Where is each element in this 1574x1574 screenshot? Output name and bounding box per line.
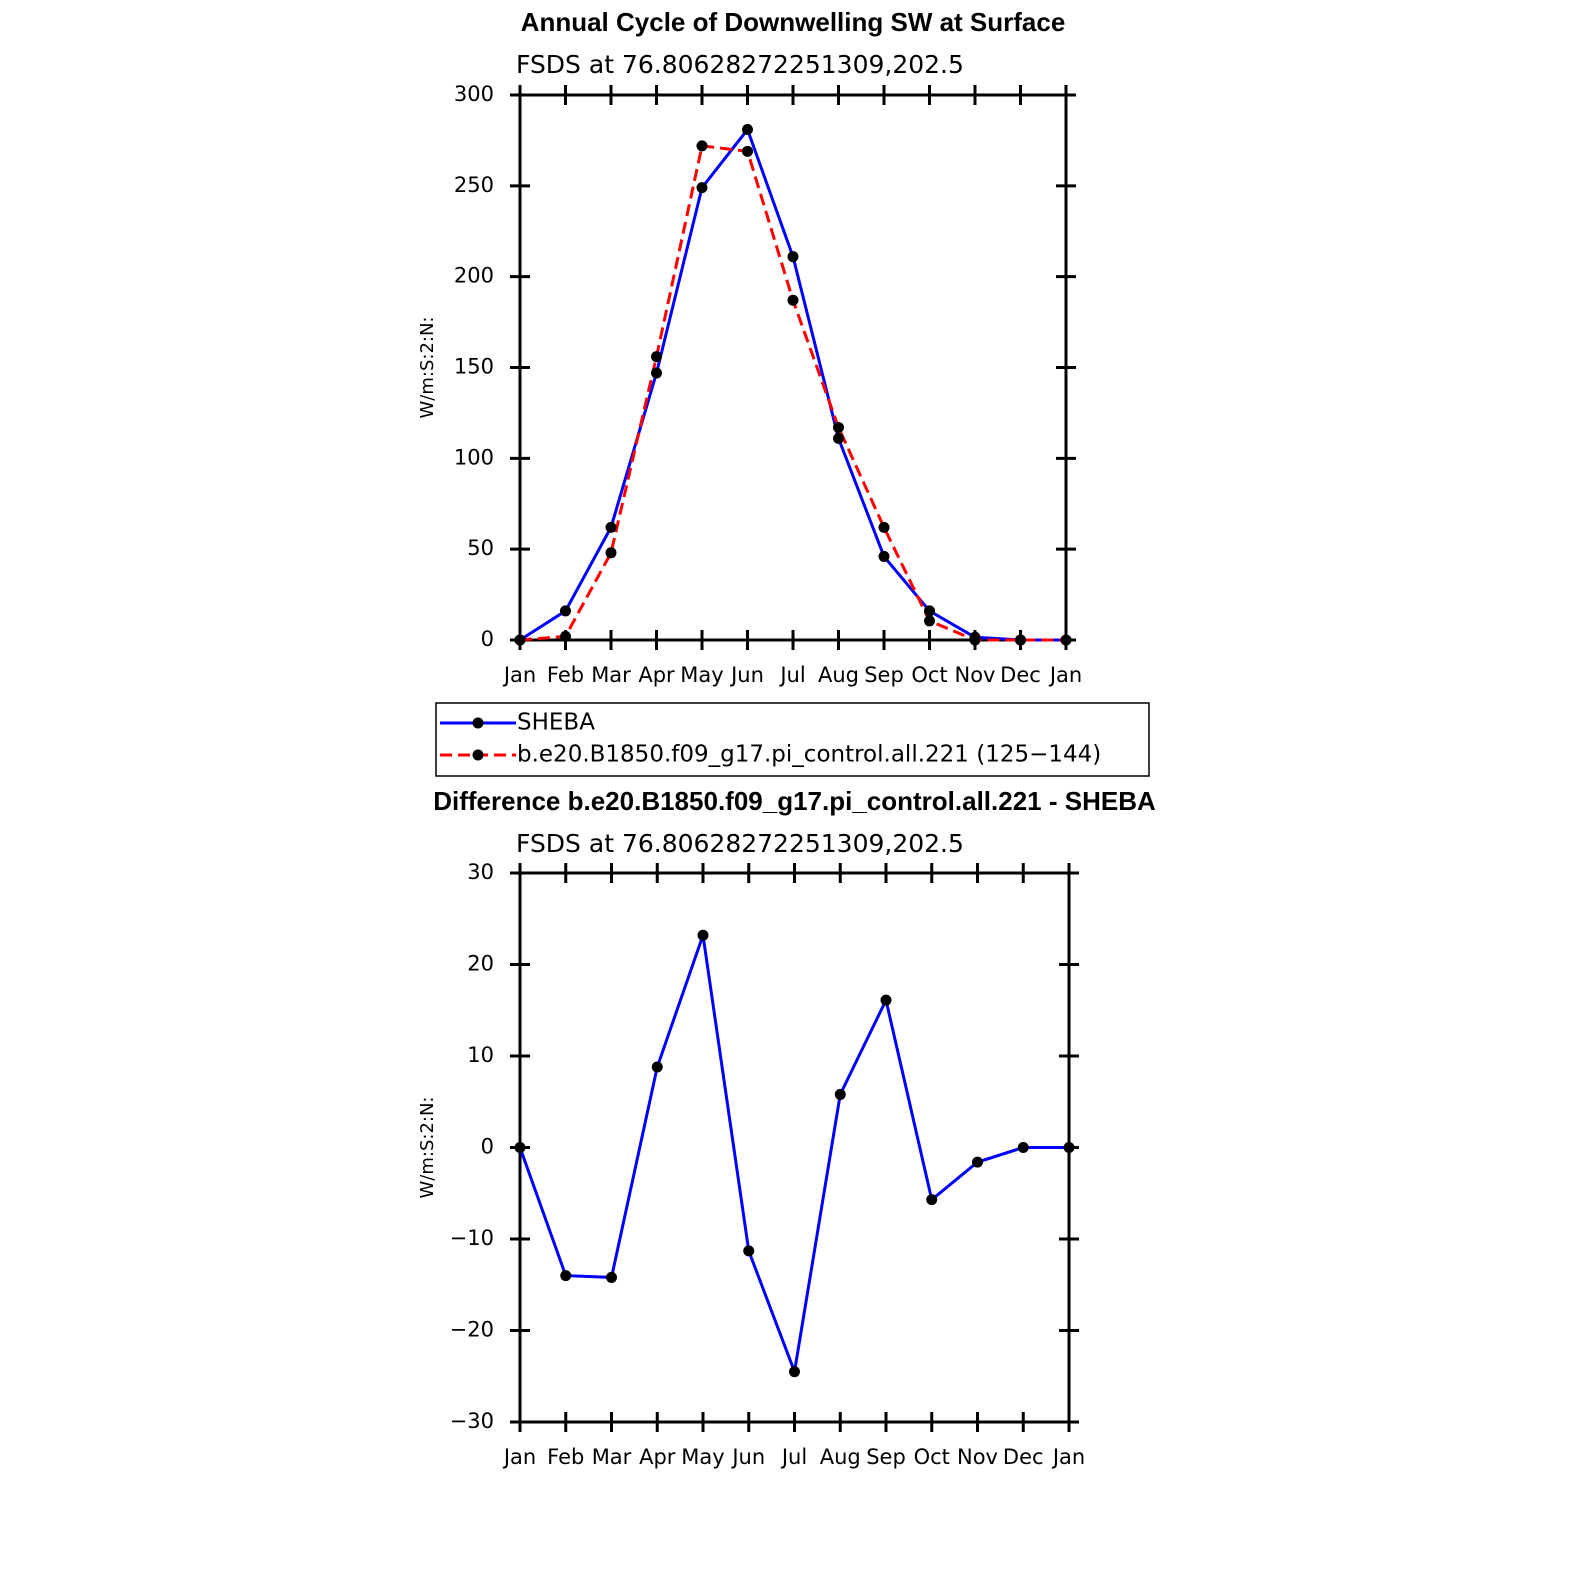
- y-tick-label: 200: [454, 264, 494, 288]
- y-tick-label: 100: [454, 445, 494, 469]
- y-tick-label: 250: [454, 173, 494, 197]
- x-tick-label: Oct: [911, 663, 947, 687]
- y-axis-label: W/m:S:2:N:: [417, 1097, 438, 1199]
- x-tick-label: Mar: [591, 663, 631, 687]
- data-point: [560, 1270, 572, 1282]
- data-point: [972, 1156, 983, 1168]
- x-tick-label: Sep: [864, 663, 904, 687]
- data-point: [742, 124, 753, 136]
- x-tick-label: May: [680, 663, 723, 687]
- plot-frame: [518, 871, 1071, 1424]
- chart-title: Difference b.e20.B1850.f09_g17.pi_contro…: [433, 786, 1156, 816]
- data-point: [924, 605, 935, 617]
- x-tick-label: Nov: [955, 663, 996, 687]
- x-tick-label: Dec: [1000, 663, 1041, 687]
- x-tick-label: Jan: [502, 1445, 536, 1469]
- y-tick-label: 300: [454, 82, 494, 106]
- legend-box: [435, 702, 1150, 777]
- data-point: [1017, 1142, 1029, 1153]
- series-line: [518, 934, 1069, 1378]
- legend-marker: [472, 749, 484, 761]
- data-point: [743, 1245, 755, 1257]
- data-point: [969, 634, 981, 646]
- data-point: [878, 550, 890, 562]
- y-tick-label: 0: [481, 627, 494, 651]
- data-point: [1063, 1142, 1075, 1153]
- legend-marker: [472, 717, 484, 729]
- x-tick-label: Apr: [639, 1445, 676, 1469]
- x-tick-label: Jul: [778, 663, 805, 687]
- data-point: [787, 294, 799, 306]
- x-tick-label: May: [681, 1445, 724, 1469]
- chart-subtitle: FSDS at 76.80628272251309,202.5: [516, 50, 964, 79]
- data-point: [514, 1142, 526, 1153]
- legend-label: SHEBA: [517, 710, 595, 736]
- x-tick-label: Feb: [547, 1445, 584, 1469]
- chart-subtitle: FSDS at 76.80628272251309,202.5: [516, 829, 964, 858]
- y-tick-label: 10: [467, 1043, 494, 1067]
- data-point: [560, 605, 571, 617]
- data-point: [696, 182, 708, 194]
- y-axis-label: W/m:S:2:N:: [417, 317, 438, 419]
- x-tick-label: Jan: [1051, 1445, 1085, 1469]
- y-tick-label: 30: [467, 860, 494, 884]
- y-tick-label: −30: [450, 1409, 494, 1433]
- data-point: [651, 1061, 663, 1073]
- y-tick-label: −20: [450, 1318, 494, 1342]
- y-tick-label: 20: [467, 952, 494, 976]
- y-tick-label: 150: [454, 355, 494, 379]
- data-point: [696, 140, 708, 152]
- y-tick-label: 0: [481, 1135, 494, 1159]
- x-tick-label: Dec: [1003, 1445, 1044, 1469]
- series-line: [519, 144, 1066, 642]
- data-point: [651, 367, 662, 379]
- data-point: [606, 1271, 617, 1283]
- plot-frame: [518, 93, 1068, 642]
- data-point: [787, 251, 799, 263]
- data-point: [789, 1366, 800, 1378]
- data-point: [605, 547, 617, 559]
- data-point: [697, 929, 709, 941]
- x-tick-label: Aug: [818, 663, 859, 687]
- data-point: [1060, 634, 1072, 646]
- data-point: [834, 1088, 846, 1100]
- data-point: [560, 630, 571, 642]
- data-point: [1015, 634, 1026, 646]
- data-point: [742, 145, 753, 157]
- x-tick-label: Jun: [730, 1445, 765, 1469]
- x-tick-label: Jan: [1048, 663, 1082, 687]
- legend-label: b.e20.B1850.f09_g17.pi_control.all.221 (…: [517, 742, 1101, 768]
- x-tick-label: Aug: [820, 1445, 861, 1469]
- x-tick-label: Nov: [957, 1445, 998, 1469]
- x-tick-label: Jun: [729, 663, 764, 687]
- data-point: [833, 432, 844, 444]
- data-point: [514, 634, 526, 646]
- x-tick-label: Jul: [780, 1445, 807, 1469]
- x-tick-label: Apr: [638, 663, 675, 687]
- y-tick-label: 50: [467, 536, 494, 560]
- x-tick-label: Sep: [866, 1445, 906, 1469]
- data-point: [878, 521, 890, 533]
- data-point: [833, 421, 844, 433]
- x-tick-label: Mar: [592, 1445, 632, 1469]
- data-point: [605, 521, 617, 533]
- data-point: [924, 615, 935, 627]
- x-tick-label: Feb: [547, 663, 584, 687]
- data-point: [651, 351, 662, 363]
- data-point: [926, 1194, 938, 1206]
- x-tick-label: Jan: [502, 663, 536, 687]
- data-point: [880, 994, 892, 1006]
- y-tick-label: −10: [450, 1226, 494, 1250]
- chart-title: Annual Cycle of Downwelling SW at Surfac…: [521, 7, 1066, 37]
- x-tick-label: Oct: [914, 1445, 950, 1469]
- series-line: [519, 126, 1066, 642]
